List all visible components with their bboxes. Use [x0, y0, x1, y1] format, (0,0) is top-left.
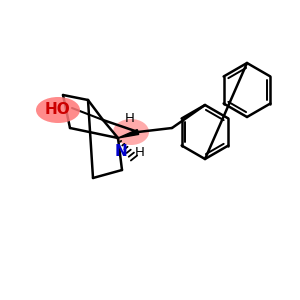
Text: H: H: [135, 146, 145, 158]
Ellipse shape: [36, 97, 80, 123]
Text: H: H: [125, 112, 135, 124]
Polygon shape: [118, 130, 139, 138]
Text: N: N: [115, 143, 128, 158]
Ellipse shape: [113, 119, 149, 145]
Text: HO: HO: [45, 103, 71, 118]
